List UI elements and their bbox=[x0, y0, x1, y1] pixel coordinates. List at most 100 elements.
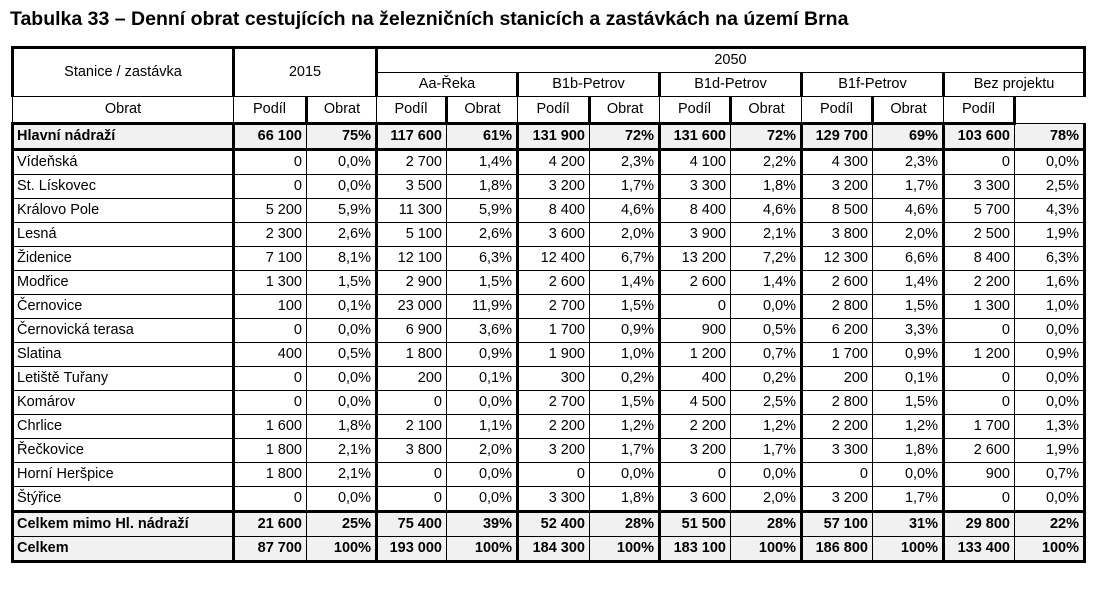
obrat-cell: 200 bbox=[376, 366, 447, 391]
station-name: Lesná bbox=[11, 222, 235, 247]
podil-cell: 1,5% bbox=[589, 390, 661, 415]
table-row: Lesná 2 300 2,6% 5 100 2,6% 3 600 2,0% 3 900 2,1… bbox=[11, 222, 1086, 247]
obrat-cell: 1 300 bbox=[233, 270, 307, 295]
podil-cell: 4,6% bbox=[872, 198, 945, 223]
podil-cell: 8,1% bbox=[306, 246, 378, 271]
podil-cell: 61% bbox=[446, 123, 519, 151]
obrat-cell: 3 300 bbox=[943, 174, 1015, 199]
podil-subheader: Podíl bbox=[943, 96, 1016, 125]
podil-cell: 1,8% bbox=[730, 174, 803, 199]
podil-cell: 75% bbox=[306, 123, 378, 151]
podil-cell: 0,0% bbox=[730, 294, 803, 319]
obrat-cell: 0 bbox=[376, 462, 447, 487]
table-row: Řečkovice 1 800 2,1% 3 800 2,0% 3 200 1,7% 3 20… bbox=[11, 438, 1086, 463]
obrat-cell: 131 900 bbox=[517, 123, 590, 151]
podil-cell: 0,0% bbox=[306, 486, 378, 513]
podil-cell: 0,0% bbox=[446, 486, 519, 513]
podil-cell: 0,5% bbox=[730, 318, 803, 343]
podil-cell: 1,5% bbox=[446, 270, 519, 295]
podil-cell: 1,8% bbox=[306, 414, 378, 439]
podil-cell: 0,0% bbox=[1014, 149, 1086, 175]
obrat-cell: 5 700 bbox=[943, 198, 1015, 223]
obrat-cell: 23 000 bbox=[376, 294, 447, 319]
obrat-cell: 200 bbox=[801, 366, 873, 391]
podil-cell: 5,9% bbox=[306, 198, 378, 223]
obrat-cell: 2 700 bbox=[517, 390, 590, 415]
obrat-cell: 3 900 bbox=[659, 222, 731, 247]
obrat-cell: 1 700 bbox=[801, 342, 873, 367]
podil-cell: 0,9% bbox=[872, 342, 945, 367]
obrat-cell: 12 100 bbox=[376, 246, 447, 271]
obrat-cell: 8 400 bbox=[517, 198, 590, 223]
obrat-cell: 3 200 bbox=[659, 438, 731, 463]
obrat-cell: 3 300 bbox=[801, 438, 873, 463]
podil-cell: 1,4% bbox=[589, 270, 661, 295]
obrat-cell: 0 bbox=[943, 390, 1015, 415]
podil-cell: 1,9% bbox=[1014, 438, 1086, 463]
podil-cell: 0,7% bbox=[1014, 462, 1086, 487]
podil-cell: 2,1% bbox=[306, 438, 378, 463]
podil-cell: 1,7% bbox=[872, 486, 945, 513]
table-row: St. Lískovec 0 0,0% 3 500 1,8% 3 200 1,7% 3 300… bbox=[11, 174, 1086, 199]
podil-cell: 1,8% bbox=[446, 174, 519, 199]
obrat-cell: 133 400 bbox=[943, 536, 1015, 563]
podil-cell: 0,0% bbox=[306, 174, 378, 199]
variant-header: Bez projektu bbox=[943, 72, 1086, 97]
podil-cell: 0,2% bbox=[589, 366, 661, 391]
podil-cell: 3,3% bbox=[872, 318, 945, 343]
podil-cell: 0,9% bbox=[589, 318, 661, 343]
obrat-cell: 0 bbox=[233, 486, 307, 513]
podil-cell: 0,0% bbox=[1014, 366, 1086, 391]
podil-cell: 7,2% bbox=[730, 246, 803, 271]
podil-cell: 31% bbox=[872, 511, 945, 537]
obrat-subheader: Obrat bbox=[306, 96, 377, 125]
podil-cell: 2,3% bbox=[872, 149, 945, 175]
podil-cell: 1,7% bbox=[589, 174, 661, 199]
obrat-cell: 2 100 bbox=[376, 414, 447, 439]
podil-cell: 0,0% bbox=[1014, 318, 1086, 343]
obrat-cell: 3 300 bbox=[659, 174, 731, 199]
podil-cell: 78% bbox=[1014, 123, 1086, 151]
obrat-cell: 0 bbox=[943, 366, 1015, 391]
obrat-cell: 1 700 bbox=[943, 414, 1015, 439]
obrat-cell: 87 700 bbox=[233, 536, 307, 563]
station-name: Černovická terasa bbox=[11, 318, 235, 343]
podil-cell: 1,1% bbox=[446, 414, 519, 439]
podil-cell: 0,7% bbox=[730, 342, 803, 367]
obrat-cell: 3 600 bbox=[517, 222, 590, 247]
obrat-subheader: Obrat bbox=[730, 96, 802, 125]
obrat-cell: 3 800 bbox=[376, 438, 447, 463]
table-row: Letiště Tuřany 0 0,0% 200 0,1% 300 0,2% 400 0,2%… bbox=[11, 366, 1086, 391]
station-name: Modřice bbox=[11, 270, 235, 295]
obrat-cell: 4 200 bbox=[517, 149, 590, 175]
obrat-cell: 1 300 bbox=[943, 294, 1015, 319]
podil-cell: 1,5% bbox=[872, 390, 945, 415]
table-row: Vídeňská 0 0,0% 2 700 1,4% 4 200 2,3% 4 100 2,2%… bbox=[11, 149, 1086, 175]
obrat-cell: 0 bbox=[233, 174, 307, 199]
obrat-cell: 13 200 bbox=[659, 246, 731, 271]
obrat-cell: 4 300 bbox=[801, 149, 873, 175]
podil-cell: 72% bbox=[730, 123, 803, 151]
podil-cell: 0,2% bbox=[730, 366, 803, 391]
obrat-cell: 0 bbox=[943, 318, 1015, 343]
obrat-cell: 1 200 bbox=[943, 342, 1015, 367]
year-2015-header: 2015 bbox=[233, 46, 378, 97]
podil-cell: 2,5% bbox=[1014, 174, 1086, 199]
podil-cell: 100% bbox=[446, 536, 519, 563]
obrat-cell: 0 bbox=[801, 462, 873, 487]
obrat-cell: 900 bbox=[659, 318, 731, 343]
podil-cell: 100% bbox=[589, 536, 661, 563]
podil-cell: 0,0% bbox=[730, 462, 803, 487]
obrat-cell: 3 200 bbox=[517, 438, 590, 463]
obrat-cell: 1 900 bbox=[517, 342, 590, 367]
obrat-cell: 51 500 bbox=[659, 511, 731, 537]
obrat-cell: 3 500 bbox=[376, 174, 447, 199]
obrat-cell: 8 500 bbox=[801, 198, 873, 223]
obrat-cell: 2 700 bbox=[517, 294, 590, 319]
obrat-cell: 1 800 bbox=[233, 462, 307, 487]
station-name: Celkem mimo Hl. nádraží bbox=[11, 511, 235, 537]
podil-cell: 1,5% bbox=[872, 294, 945, 319]
table-row: Komárov 0 0,0% 0 0,0% 2 700 1,5% 4 500 2,5% 2 800… bbox=[11, 390, 1086, 415]
podil-cell: 6,3% bbox=[446, 246, 519, 271]
podil-cell: 0,0% bbox=[306, 366, 378, 391]
